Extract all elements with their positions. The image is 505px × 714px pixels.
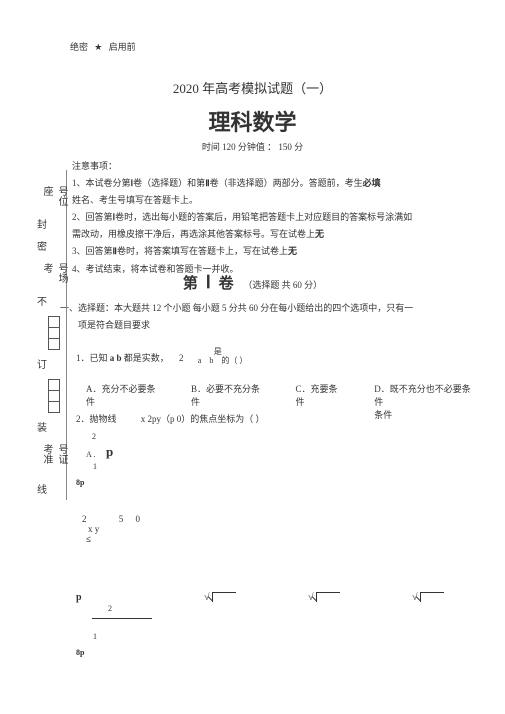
q2-num-8p: 8p — [76, 478, 84, 487]
qi-l1: 一、选择题：本大题共 12 个小题 每小题 5 分共 60 分在每小题给出的四个… — [60, 300, 475, 317]
star-icon: ★ — [94, 42, 102, 52]
n2a: 2、回答第 — [72, 212, 113, 222]
sqrt-2: √ — [308, 592, 340, 603]
confidential-label: 绝密 — [70, 42, 88, 52]
question-2: 2．抛物线 x 2py（p 0）的焦点坐标为（ ） — [76, 412, 475, 425]
q3-c3: 0 — [136, 514, 141, 524]
q1-num: 2 — [179, 353, 184, 363]
n2c: 需改动，用橡皮擦干净后，再选涂其他答案标号。写在试卷上 — [72, 229, 315, 239]
notes-line-1: 1、本试卷分第Ⅰ卷（选择题）和第Ⅱ卷（非选择题）两部分。答题前，考生必填 — [72, 175, 475, 192]
bind-line: 线 — [33, 484, 48, 494]
bind-zhuang: 装 — [33, 422, 48, 432]
q2-sup: 2 — [92, 432, 96, 441]
box-group-1 — [48, 316, 60, 349]
bind-bu: 不 — [33, 296, 48, 306]
q1d-text: D．既不充分也不必要条件 — [374, 384, 471, 407]
notes-heading: 注意事项： — [72, 158, 475, 175]
subject-title: 理科数学 — [0, 105, 505, 137]
q5-num-1: 1 — [93, 632, 97, 641]
q3-c1: 2 — [82, 514, 87, 524]
n3b: 卷时，将答案填写在答题卡上，写在试卷上 — [117, 246, 288, 256]
sect-pre: 第 — [183, 276, 198, 292]
qi-l2: 项是符合题目要求 — [78, 317, 475, 334]
n2b: 卷时，选出每小题的答案后，用铅笔把答题卡上对应题目的答案标号涂满如 — [115, 212, 412, 222]
roman-one: Ⅰ — [206, 272, 211, 292]
bind-id: 号证考准 — [39, 444, 69, 472]
main-title: 2020 年高考模拟试题（一） — [0, 78, 505, 97]
q4-p1: p — [76, 592, 82, 603]
bind-ding: 订 — [33, 359, 48, 369]
q1-mid: 都是实数， — [124, 353, 169, 363]
q1-fraction: 是 a b 的（ ） — [198, 348, 248, 366]
bind-seat: 号位座 — [39, 186, 69, 207]
bind-mi: 密 — [33, 241, 48, 251]
sect-post: 卷 — [219, 276, 234, 292]
n1a: 1、本试卷分第 — [72, 178, 131, 188]
sect-sub: （选择题 共 60 分） — [243, 280, 322, 290]
notes-line-1e: 姓名、考生号填写在答题卡上。 — [72, 192, 475, 209]
notes-line-3: 3、回答第Ⅱ卷时，将答案填写在答题卡上，写在试卷上无 — [72, 243, 475, 260]
q2-eq: x 2py（p 0）的焦点坐标为（ ） — [141, 414, 265, 424]
confidential-header: 绝密 ★ 启用前 — [70, 40, 136, 53]
n1d: 必填 — [363, 178, 381, 188]
q3-xy: x y — [88, 524, 140, 534]
q1-of: 的（ ） — [221, 356, 247, 365]
notes-block: 注意事项： 1、本试卷分第Ⅰ卷（选择题）和第Ⅱ卷（非选择题）两部分。答题前，考生… — [72, 158, 475, 278]
sqrt-icon-2 — [316, 592, 340, 602]
q2-opt-a: A . — [86, 450, 95, 459]
sqrt-icon-3 — [420, 592, 444, 602]
fraction-bar — [92, 618, 152, 619]
notes-line-2c: 需改动，用橡皮擦干净后，再选涂其他答案标号。写在试卷上无 — [72, 226, 475, 243]
q3-le: ≤ — [86, 534, 140, 544]
q1-is: 是 — [214, 347, 222, 356]
question-3-inequality: 2 5 0 x y ≤ — [82, 514, 140, 544]
question-1: 1．已知 a b 都是实数， 2 是 a b 的（ ） — [76, 350, 475, 368]
bind-feng: 封 — [33, 219, 48, 229]
sqrt-1: √ — [204, 592, 236, 603]
id-box — [48, 401, 60, 413]
q2-num-1: 1 — [93, 462, 97, 471]
n3a: 3、回答第 — [72, 246, 113, 256]
q2-text: 2．抛物线 — [76, 414, 117, 424]
q1-frac-bot: b — [209, 356, 213, 365]
n1b: 卷（选择题）和第 — [133, 178, 205, 188]
question-intro: 一、选择题：本大题共 12 个小题 每小题 5 分共 60 分在每小题给出的四个… — [60, 300, 475, 334]
binding-strip: 号位座 封 密 号场考 不 订 装 号证考准 线 — [44, 180, 64, 500]
n3c: 无 — [288, 246, 297, 256]
id-box — [48, 338, 60, 350]
bind-exam: 号场考 — [39, 263, 69, 284]
question-4-row: p √ √ √ 2 — [76, 590, 475, 614]
n2d: 无 — [315, 229, 324, 239]
q1-ab: a b — [110, 353, 122, 363]
box-group-2 — [48, 379, 60, 412]
section-title: 第 Ⅰ 卷 （选择题 共 60 分） — [0, 272, 505, 293]
sqrt-3: √ — [412, 592, 444, 603]
time-line: 时间 120 分钟值 ： 150 分 — [0, 140, 505, 153]
before-use-label: 启用前 — [109, 42, 136, 52]
q1-pre: 1．已知 — [76, 353, 108, 363]
q2-p: p — [106, 444, 113, 460]
sqrt-icon-1 — [212, 592, 236, 602]
q4-t2: 2 — [108, 604, 112, 613]
q3-c2: 5 — [119, 514, 124, 524]
n1c: 卷（非选择题）两部分。答题前，考生 — [210, 178, 363, 188]
q5-num-8p: 8p — [76, 648, 84, 657]
q1-frac-top: a — [198, 356, 202, 365]
q3-row1: 2 5 0 — [82, 514, 140, 524]
notes-line-2: 2、回答第Ⅰ卷时，选出每小题的答案后，用铅笔把答题卡上对应题目的答案标号涂满如 — [72, 209, 475, 226]
